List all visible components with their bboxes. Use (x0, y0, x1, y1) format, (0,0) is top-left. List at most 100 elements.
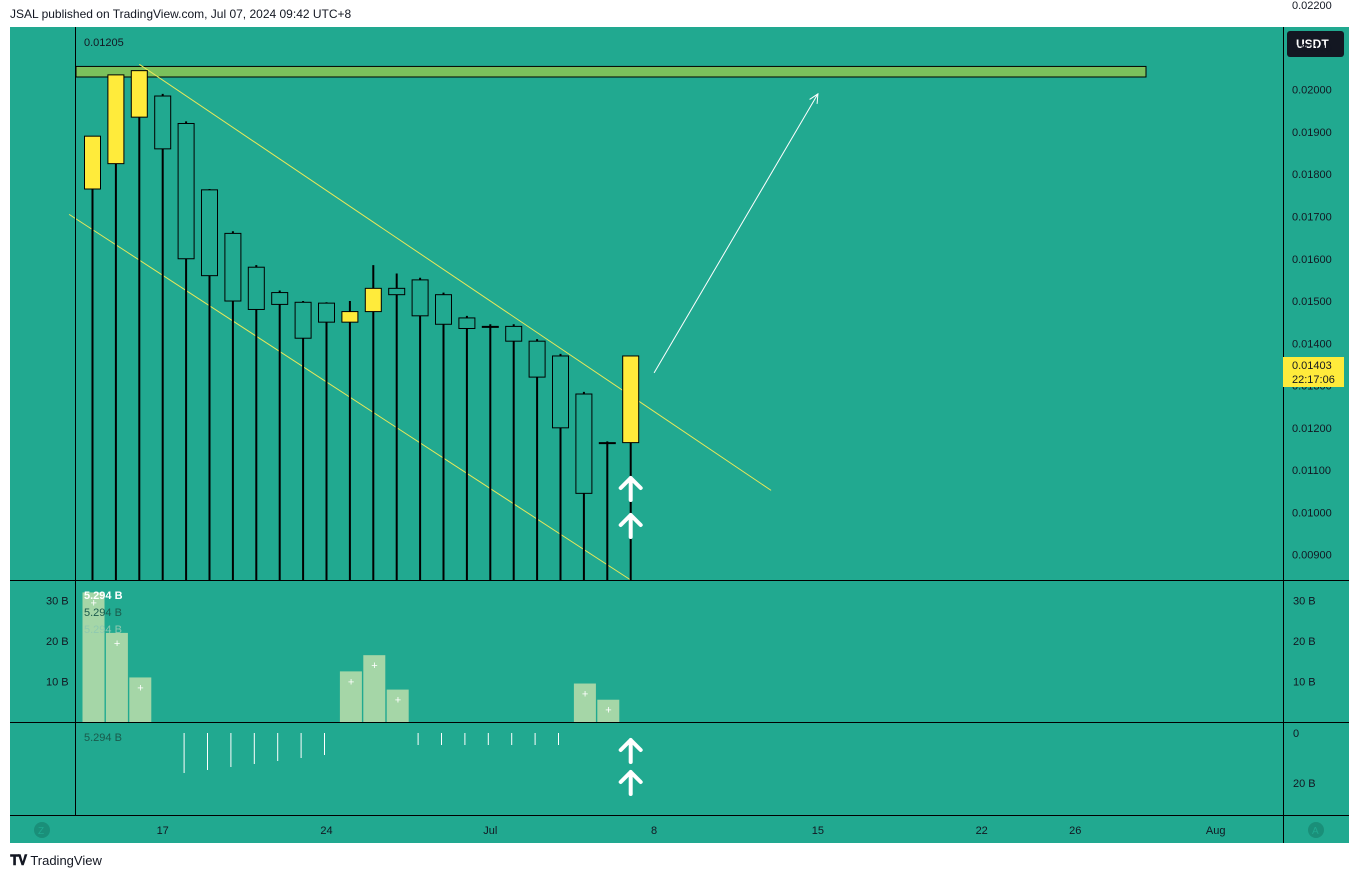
price-tick-label: 0.00900 (1292, 550, 1332, 562)
last-price-label: 0.01403 22:17:06 (1283, 357, 1344, 387)
time-tick-label: 17 (157, 825, 169, 837)
volume-tick-label-left: 20 B (46, 636, 69, 648)
lower-pane-label: 5.294 B (84, 732, 122, 744)
time-tick-label: Aug (1206, 825, 1226, 837)
volume-bar (129, 677, 152, 722)
scroll-left-button[interactable]: Z (34, 822, 50, 838)
volume-bar (363, 655, 386, 722)
volume-plus: + (395, 695, 401, 707)
candle-body (622, 355, 640, 444)
publish-header: JSAL published on TradingView.com, Jul 0… (10, 7, 352, 21)
svg-text:USDT: USDT (1296, 37, 1329, 51)
chart-background (10, 27, 1349, 843)
lower-pane-axis: 0 20 B (1293, 728, 1316, 790)
candle-body (481, 325, 499, 328)
resistance-zone (75, 65, 1147, 78)
volume-plus: + (114, 638, 120, 650)
trendline-1 (139, 63, 772, 491)
up-arrow-icon (618, 770, 643, 796)
volume-plus: + (582, 689, 588, 701)
volume-plus: + (137, 682, 143, 694)
volume-legend: 5.294 B 5.294 B 5.294 B (84, 590, 123, 636)
time-tick-label: 24 (320, 825, 332, 837)
volume-label-1: 5.294 B (84, 590, 123, 602)
candle-body (271, 292, 289, 305)
price-tick-label: 0.01200 (1292, 423, 1332, 435)
price-tick-label: 0.01800 (1292, 169, 1332, 181)
price-tick-label: 0.01600 (1292, 254, 1332, 266)
candle-body (598, 442, 616, 445)
scroll-left-icon: Z (38, 826, 44, 837)
candle-body (575, 393, 593, 494)
candle-body (201, 189, 218, 277)
volume-tick-label-right: 30 B (1293, 596, 1316, 608)
price-tick-label: 0.01400 (1292, 338, 1332, 350)
candle-body (552, 355, 569, 429)
tradingview-logo-icon: 𝐓𝐕 (10, 852, 27, 868)
candle-body (388, 287, 406, 296)
auto-scale-button[interactable]: A (1308, 822, 1324, 838)
volume-layer: + + + + + + + + (82, 592, 620, 722)
candle-body (154, 95, 172, 150)
lower-tick-label: 20 B (1293, 778, 1316, 790)
volume-bar (573, 683, 596, 722)
candle-body (435, 294, 452, 325)
price-axis[interactable]: 0.02200 0.02100 0.02000 0.01900 0.01800 0.017… (1292, 0, 1332, 562)
price-tick-label: 0.01000 (1292, 507, 1332, 519)
volume-plus: + (605, 705, 611, 717)
price-tick-label: 0.01100 (1292, 465, 1331, 477)
candle-body (177, 122, 195, 260)
price-tick-label: 0.01500 (1292, 296, 1332, 308)
last-price-countdown: 22:17:06 (1292, 374, 1335, 386)
projection-arrow-icon (653, 93, 819, 374)
price-tick-label: 0.01900 (1292, 127, 1332, 139)
currency-badge[interactable]: USDT (1287, 31, 1344, 57)
volume-bar (105, 632, 128, 722)
volume-label-3: 5.294 B (84, 624, 122, 636)
lower-pane-layer (183, 733, 559, 773)
candle-body (107, 74, 125, 165)
volume-bar (386, 689, 409, 722)
time-tick-label: 26 (1069, 825, 1081, 837)
up-arrow-icon (618, 513, 643, 539)
candle-body (341, 311, 359, 323)
volume-bar (82, 592, 105, 722)
time-tick-label: 22 (976, 825, 988, 837)
volume-tick-label-right: 20 B (1293, 636, 1316, 648)
candles-layer (84, 70, 640, 580)
price-tick-label: 0.02000 (1292, 85, 1332, 97)
top-value-label: 0.01205 (84, 37, 124, 49)
volume-tick-label-left: 10 B (46, 677, 69, 689)
volume-label-2: 5.294 B (84, 607, 122, 619)
time-axis[interactable]: 17 24 Jul 8 15 22 26 Aug (157, 825, 1226, 837)
candle-body (294, 301, 312, 339)
candle-body (318, 302, 335, 323)
candle-body (130, 70, 148, 118)
price-tick-label: 0.02100 (1292, 42, 1332, 54)
time-tick-label: Jul (483, 825, 497, 837)
candle-body (84, 135, 101, 190)
last-price-value: 0.01403 (1292, 360, 1332, 372)
time-tick-label: 8 (651, 825, 657, 837)
up-arrow-icon (618, 476, 643, 502)
volume-bar (597, 699, 620, 722)
time-tick-label: 15 (812, 825, 824, 837)
lower-tick-label: 0 (1293, 728, 1299, 740)
volume-plus: + (371, 660, 377, 672)
auto-scale-icon: A (1312, 826, 1319, 837)
projection-arrowhead-icon (809, 92, 819, 104)
volume-axis: 30 B 30 B 20 B 20 B 10 B 10 B (46, 596, 1316, 689)
candle-body (224, 232, 242, 302)
candle-body (458, 317, 476, 329)
candle-body (364, 287, 382, 313)
price-tick-label: 0.01700 (1292, 211, 1332, 223)
footer-brand[interactable]: 𝐓𝐕 TradingView (10, 852, 102, 869)
volume-tick-label-right: 10 B (1293, 677, 1316, 689)
volume-bar (339, 671, 362, 722)
up-arrow-icon (618, 738, 643, 764)
volume-plus: + (348, 676, 354, 688)
volume-tick-label-left: 30 B (46, 596, 69, 608)
candle-body (247, 266, 265, 310)
candle-body (411, 279, 429, 317)
